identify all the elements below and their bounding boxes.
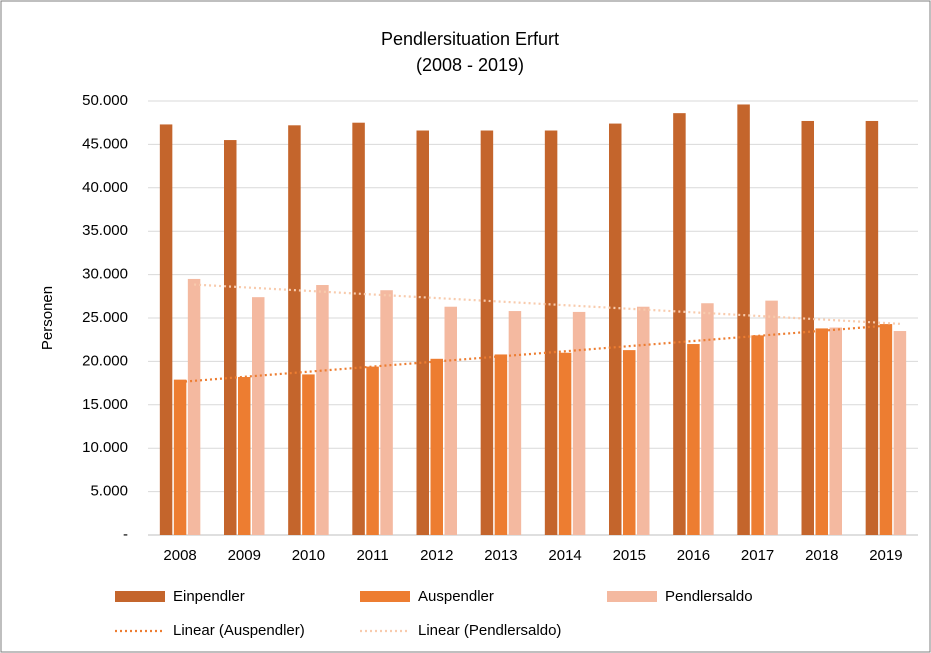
x-tick-label: 2019 [869,547,902,564]
bar [673,113,686,535]
x-tick-label: 2012 [420,547,453,564]
bar [737,104,750,536]
bar [558,352,572,535]
y-tick-label: 5.000 [90,483,128,500]
bar [815,328,828,535]
y-tick-label: 40.000 [82,179,128,196]
y-axis-label: Personen [39,286,56,350]
bar [288,125,301,535]
legend-label: Einpendler [173,588,245,605]
bar [316,285,329,535]
bar [352,122,365,535]
chart-title: Pendlersituation Erfurt [381,29,559,49]
x-tick-label: 2013 [484,547,517,564]
y-tick-label: 50.000 [82,92,128,109]
bar [416,130,429,535]
bar [609,123,622,536]
x-tick-label: 2018 [805,547,838,564]
bar [224,140,237,535]
x-tick-label: 2014 [548,547,581,564]
bar [302,374,315,535]
y-tick-label: 20.000 [82,352,128,369]
y-tick-label: - [123,526,128,543]
bar [751,335,764,535]
bar [572,311,586,535]
bar [765,300,778,535]
x-tick-label: 2017 [741,547,774,564]
bar [623,350,636,535]
bar [494,354,508,535]
legend-label: Pendlersaldo [665,588,753,605]
y-tick-label: 15.000 [82,396,128,413]
chart-subtitle: (2008 - 2019) [416,55,524,75]
bar [173,379,187,535]
bar [801,120,814,536]
bar [865,120,879,536]
bar [238,377,251,535]
legend-label: Auspendler [418,588,494,605]
x-tick-label: 2008 [163,547,196,564]
legend-swatch [115,591,165,602]
bar [480,130,494,535]
x-tick-label: 2015 [613,547,646,564]
bar [637,306,650,535]
y-tick-label: 10.000 [82,439,128,456]
x-tick-label: 2010 [292,547,325,564]
legend-swatch [607,591,657,602]
trend-line [179,324,887,384]
legend-swatch [360,591,410,602]
bar [366,366,379,535]
bar [159,124,173,535]
bar [444,306,457,535]
bar [829,327,842,535]
bar [187,278,201,535]
legend-label: Linear (Pendlersaldo) [418,622,561,639]
y-tick-label: 45.000 [82,135,128,152]
x-tick-label: 2016 [677,547,710,564]
bar [701,303,714,535]
bar [687,344,700,535]
x-tick-label: 2009 [228,547,261,564]
x-tick-label: 2011 [356,547,388,564]
y-tick-label: 35.000 [82,222,128,239]
y-tick-label: 25.000 [82,309,128,326]
legend-label: Linear (Auspendler) [173,622,305,639]
bar [380,290,393,535]
bar [893,331,907,535]
bar [879,324,893,535]
bar [544,130,558,535]
bar [430,358,443,535]
y-tick-label: 30.000 [82,266,128,283]
bar [508,311,522,535]
bar [252,297,265,535]
